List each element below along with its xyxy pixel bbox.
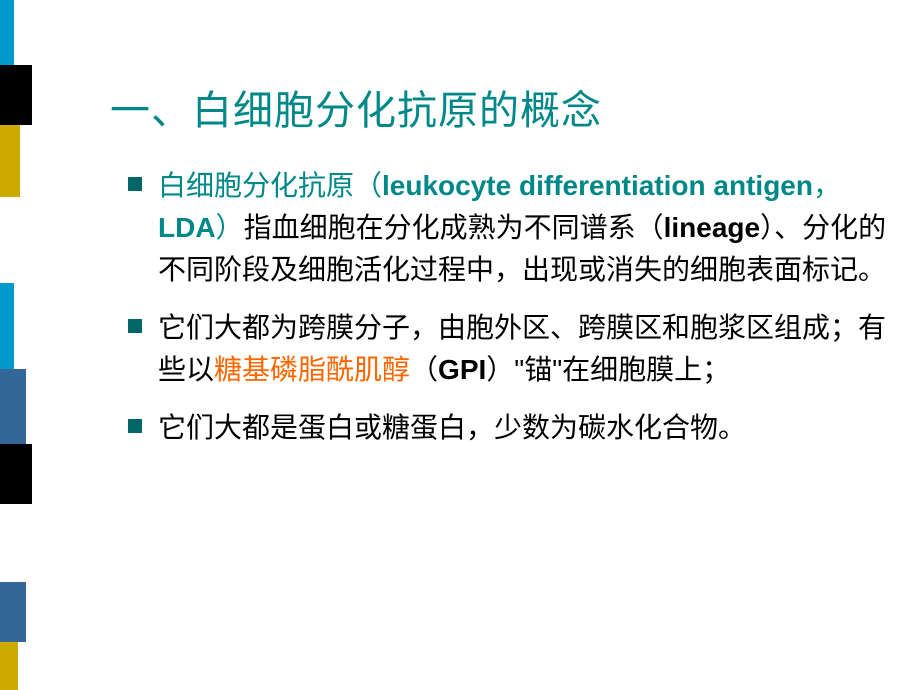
decoration-stripe [0,125,20,197]
text-segment: LDA [158,212,216,243]
text-segment: 白细胞分化抗原（ [158,170,382,201]
slide-title: 一、白细胞分化抗原的概念 [110,78,602,136]
bullet-item: 它们大都是蛋白或糖蛋白，少数为碳水化合物。 [128,407,888,449]
decoration-stripe [0,283,14,369]
text-segment: （ [410,354,438,385]
slide-content: 白细胞分化抗原（leukocyte differentiation antige… [128,165,888,465]
text-segment: ）"锚"在细胞膜上； [486,354,730,385]
text-segment: ， [813,170,841,201]
decoration-stripe [0,369,26,444]
bullet-square-icon [128,177,142,191]
text-segment: 糖基磷脂酰肌醇 [214,354,410,385]
decoration-stripe [0,642,18,690]
text-segment: 指血细胞在分化成熟为不同谱系（ [244,212,664,243]
bullet-item: 白细胞分化抗原（leukocyte differentiation antige… [128,165,888,291]
text-segment: ） [216,212,244,243]
decoration-stripe [0,0,14,65]
bullet-square-icon [128,419,142,433]
bullet-square-icon [128,319,142,333]
bullet-text: 它们大都是蛋白或糖蛋白，少数为碳水化合物。 [158,407,746,449]
decoration-stripe [0,582,26,642]
bullet-item: 它们大都为跨膜分子，由胞外区、跨膜区和胞浆区组成；有些以糖基磷脂酰肌醇（GPI）… [128,307,888,391]
bullet-text: 白细胞分化抗原（leukocyte differentiation antige… [158,165,888,291]
decoration-stripe [0,197,30,283]
decoration-stripe [0,444,32,504]
decoration-stripe [0,504,14,582]
decoration-stripe [0,65,32,125]
bullet-text: 它们大都为跨膜分子，由胞外区、跨膜区和胞浆区组成；有些以糖基磷脂酰肌醇（GPI）… [158,307,888,391]
side-decoration [0,0,40,690]
text-segment: GPI [438,354,486,385]
text-segment: lineage [664,212,760,243]
text-segment: 它们大都是蛋白或糖蛋白，少数为碳水化合物。 [158,412,746,443]
text-segment: leukocyte differentiation antigen [382,170,813,201]
